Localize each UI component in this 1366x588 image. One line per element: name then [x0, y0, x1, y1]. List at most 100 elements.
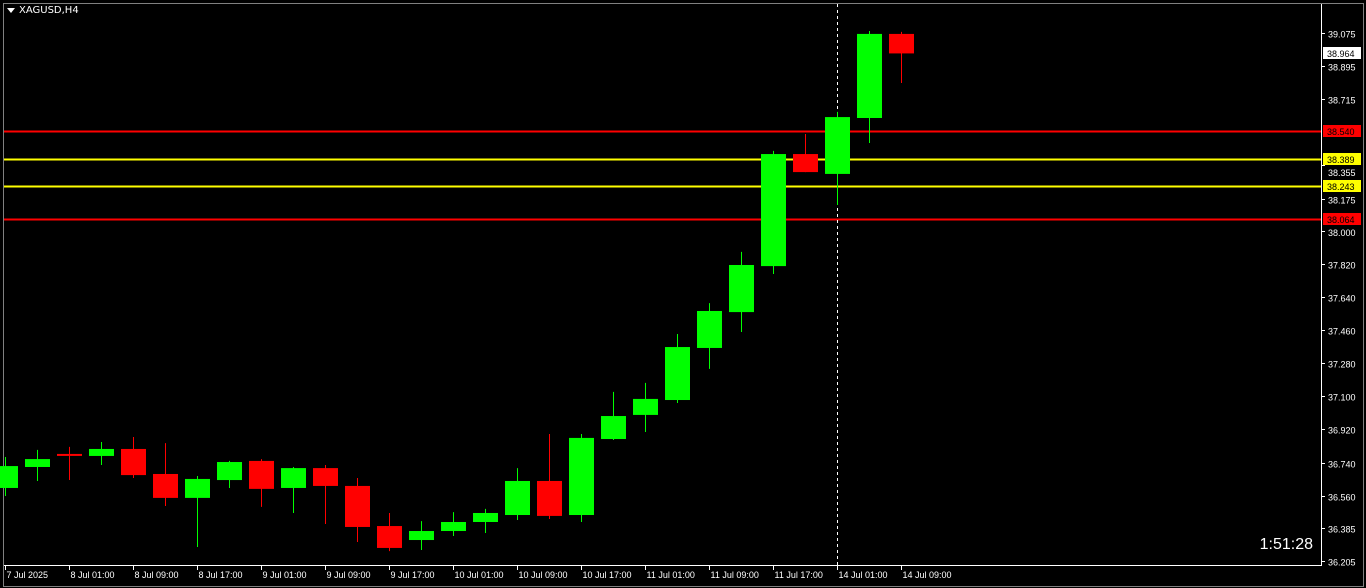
candle-body — [281, 468, 306, 488]
time-tick-label: 8 Jul 17:00 — [199, 570, 243, 580]
candle-body — [121, 448, 146, 476]
level-price-label: 38.243 — [1327, 182, 1355, 192]
chart-border — [3, 3, 1364, 587]
bearish-candle[interactable] — [121, 437, 146, 479]
bearish-candle[interactable] — [249, 459, 274, 507]
bullish-candle[interactable] — [89, 441, 114, 465]
time-tick-label: 9 Jul 17:00 — [391, 570, 435, 580]
candle-body — [569, 437, 594, 516]
level-price-label-bg — [1323, 180, 1361, 192]
bearish-candle[interactable] — [345, 478, 370, 543]
candle-body — [857, 33, 882, 118]
bullish-candle[interactable] — [569, 434, 594, 522]
price-axis: 39.075 38.895 38.715 38.355 38.175 38.000 37.8… — [1321, 30, 1356, 568]
bearish-candle[interactable] — [377, 512, 402, 552]
bid-price-label-bg — [1323, 47, 1361, 59]
level-price-label-bg — [1323, 125, 1361, 137]
time-tick-label: 7 Jul 2025 — [7, 570, 49, 580]
price-tick-label: 37.820 — [1328, 261, 1356, 271]
candle-body — [57, 453, 82, 456]
bullish-candle[interactable] — [281, 466, 306, 513]
level-price-label: 38.064 — [1327, 215, 1355, 225]
level-labels: 38.540 38.389 38.243 38.064 38.964 — [1323, 47, 1361, 225]
candle-body — [889, 33, 914, 54]
bullish-candle[interactable] — [25, 449, 50, 481]
time-tick-label: 11 Jul 17:00 — [775, 570, 823, 580]
candle-body — [505, 480, 530, 516]
time-tick-label: 10 Jul 17:00 — [583, 570, 632, 580]
price-tick-label: 37.460 — [1328, 327, 1356, 337]
candle-body — [345, 485, 370, 527]
dropdown-triangle-icon[interactable] — [7, 8, 15, 13]
bullish-candle[interactable] — [441, 512, 466, 536]
bullish-candle[interactable] — [0, 457, 18, 497]
bearish-candle[interactable] — [793, 134, 818, 173]
price-tick-label: 36.385 — [1328, 525, 1356, 535]
level-price-label: 38.540 — [1327, 127, 1355, 137]
bearish-candle[interactable] — [537, 434, 562, 520]
bearish-candle[interactable] — [889, 31, 914, 84]
bullish-candle[interactable] — [633, 382, 658, 433]
candle-body — [729, 264, 754, 313]
price-tick-label: 36.205 — [1328, 558, 1356, 568]
candle-body — [697, 310, 722, 348]
candle-body — [409, 531, 434, 541]
bullish-candle[interactable] — [505, 468, 530, 520]
candle-body — [633, 398, 658, 415]
symbol-timeframe-label: XAGUSD,H4 — [19, 5, 79, 16]
price-tick-label: 37.280 — [1328, 360, 1356, 370]
price-tick-label: 38.715 — [1328, 96, 1356, 106]
price-tick-label: 38.895 — [1328, 63, 1356, 73]
time-tick-label: 8 Jul 01:00 — [71, 570, 115, 580]
bid-price-label: 38.964 — [1327, 49, 1355, 59]
time-tick-label: 14 Jul 09:00 — [903, 570, 952, 580]
price-tick-label: 38.355 — [1328, 168, 1356, 178]
bullish-candle[interactable] — [185, 476, 210, 548]
price-tick-label: 37.640 — [1328, 294, 1356, 304]
bullish-candle[interactable] — [409, 521, 434, 550]
bearish-candle[interactable] — [153, 443, 178, 506]
candle-body — [825, 117, 850, 174]
time-tick-label: 9 Jul 09:00 — [327, 570, 371, 580]
candle-body — [25, 459, 50, 467]
time-tick-label: 10 Jul 09:00 — [519, 570, 568, 580]
bullish-candle[interactable] — [473, 508, 498, 534]
candle-body — [761, 154, 786, 267]
candle-body — [89, 448, 114, 456]
price-tick-label: 37.100 — [1328, 393, 1356, 403]
horizontal-levels — [4, 130, 1321, 221]
candle-body — [537, 480, 562, 516]
bar-countdown-timer: 1:51:28 — [1259, 536, 1313, 553]
symbol-title[interactable]: XAGUSD,H4 — [7, 5, 79, 16]
level-price-label-bg — [1323, 213, 1361, 225]
bearish-candle[interactable] — [57, 446, 82, 481]
bearish-candle[interactable] — [313, 464, 338, 525]
candle-body — [0, 466, 18, 488]
candle-body — [153, 473, 178, 498]
candles — [0, 30, 914, 552]
price-tick-label: 36.920 — [1328, 426, 1356, 436]
bullish-candle[interactable] — [761, 150, 786, 275]
bullish-candle[interactable] — [697, 303, 722, 369]
candle-body — [313, 468, 338, 486]
time-axis: 7 Jul 2025 8 Jul 01:00 8 Jul 09:00 8 Jul 17… — [5, 565, 952, 580]
candle-body — [601, 416, 626, 440]
bullish-candle[interactable] — [857, 30, 882, 144]
time-tick-label: 11 Jul 01:00 — [647, 570, 695, 580]
bullish-candle[interactable] — [665, 333, 690, 403]
bullish-candle[interactable] — [729, 251, 754, 332]
price-tick-label: 36.740 — [1328, 460, 1356, 470]
time-tick-label: 8 Jul 09:00 — [135, 570, 179, 580]
bullish-candle[interactable] — [217, 460, 242, 488]
level-price-label-bg — [1323, 153, 1361, 165]
price-tick-label: 38.000 — [1328, 228, 1356, 238]
time-tick-label: 11 Jul 09:00 — [711, 570, 759, 580]
candle-body — [185, 478, 210, 498]
bullish-candle[interactable] — [825, 111, 850, 206]
price-tick-label: 36.560 — [1328, 493, 1356, 503]
bullish-candle[interactable] — [601, 391, 626, 440]
candle-body — [377, 526, 402, 548]
candle-body — [441, 521, 466, 532]
level-price-label: 38.389 — [1327, 155, 1355, 165]
